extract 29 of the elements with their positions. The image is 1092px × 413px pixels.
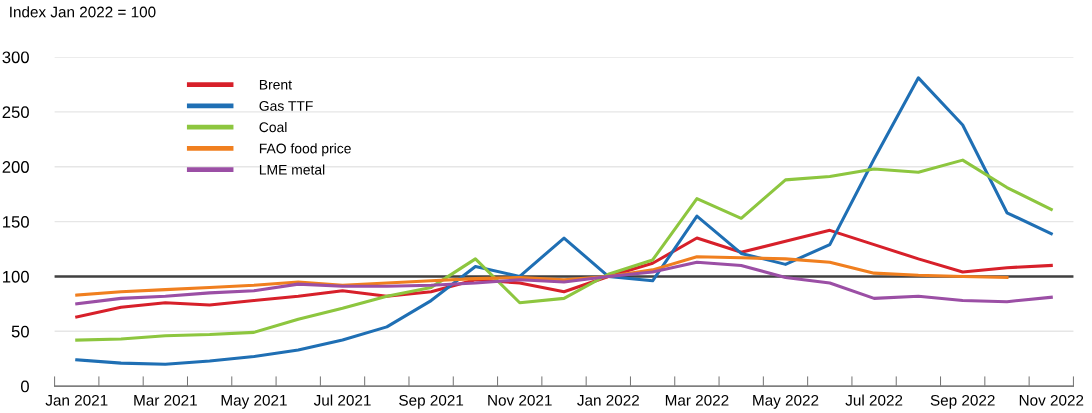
x-tick-label: Jan 2022	[577, 394, 639, 406]
x-tick-label: Jul 2022	[845, 394, 903, 406]
x-tick-label: Jan 2021	[45, 394, 108, 406]
y-tick-label: 0	[20, 380, 29, 393]
line-series	[75, 260, 1053, 306]
x-tick-label: Sep 2022	[930, 394, 995, 409]
line-series	[75, 255, 1009, 297]
x-tick-label: May 2022	[753, 394, 819, 409]
y-tick-label: 150	[3, 215, 29, 228]
x-tick-label: Sep 2021	[399, 394, 464, 409]
y-tick-label: 100	[3, 270, 29, 283]
x-tick-label: Mar 2021	[134, 394, 197, 406]
line-series	[75, 76, 1053, 366]
x-tick-label: Nov 2021	[488, 394, 552, 406]
legend-label: LME metal	[259, 164, 325, 175]
legend-label: FAO food price	[259, 143, 351, 157]
y-axis-title: Index Jan 2022 = 100	[10, 6, 156, 18]
x-tick-label: Nov 2022	[1019, 394, 1084, 406]
line-series	[75, 158, 1053, 342]
y-tick-label: 250	[2, 106, 29, 119]
legend-label: Gas TTF	[259, 101, 313, 111]
legend-label: Brent	[259, 79, 292, 90]
x-tick-label: Jul 2021	[313, 394, 371, 406]
legend-label: Coal	[259, 121, 287, 133]
x-tick-label: Mar 2022	[665, 394, 729, 406]
y-tick-label: 200	[2, 161, 29, 173]
y-tick-label: 50	[11, 325, 29, 338]
x-tick-label: May 2021	[221, 394, 287, 409]
y-tick-label: 300	[2, 51, 29, 64]
